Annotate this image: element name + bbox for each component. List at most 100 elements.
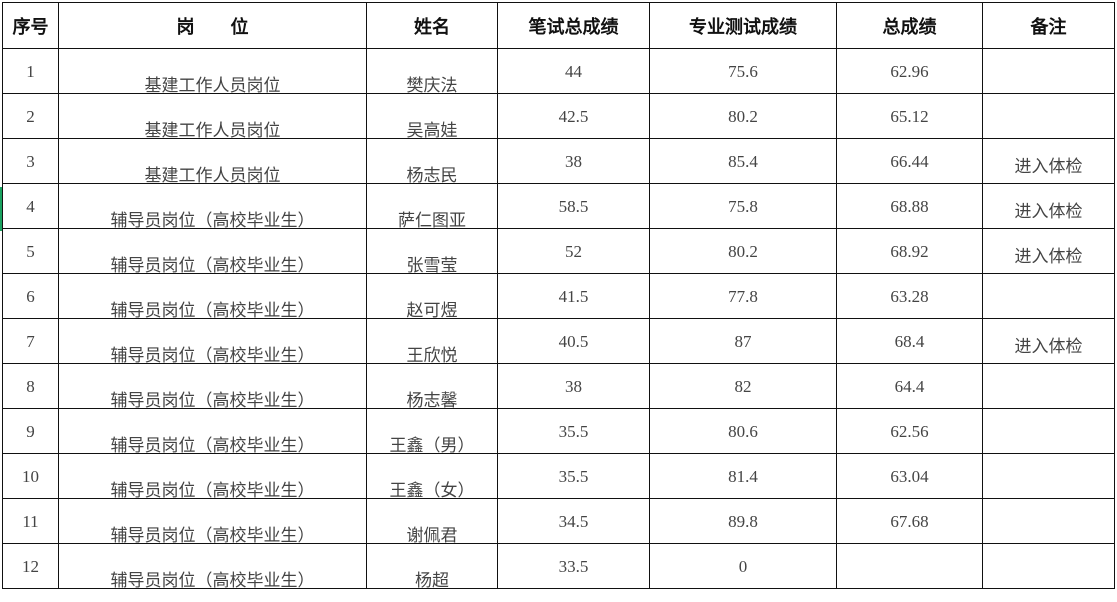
cell-note[interactable]	[982, 48, 1115, 94]
cell-total[interactable]	[836, 543, 983, 589]
header-total[interactable]: 总成绩	[836, 2, 983, 49]
cell-total[interactable]: 68.4	[836, 318, 983, 364]
cell-no[interactable]: 10	[2, 453, 59, 499]
cell-written[interactable]: 35.5	[497, 453, 650, 499]
cell-no[interactable]: 7	[2, 318, 59, 364]
cell-written[interactable]: 41.5	[497, 273, 650, 319]
cell-note[interactable]: 进入体检	[982, 138, 1115, 184]
cell-name[interactable]: 王鑫（男）	[366, 408, 498, 455]
cell-written[interactable]: 42.5	[497, 93, 650, 139]
cell-post[interactable]: 基建工作人员岗位	[58, 138, 367, 185]
cell-no[interactable]: 2	[2, 93, 59, 139]
cell-name[interactable]: 谢佩君	[366, 498, 498, 545]
cell-professional[interactable]: 75.8	[649, 183, 837, 229]
cell-name[interactable]: 杨超	[366, 543, 498, 590]
cell-note[interactable]: 进入体检	[982, 228, 1115, 274]
cell-post[interactable]: 辅导员岗位（高校毕业生）	[58, 363, 367, 410]
cell-note[interactable]	[982, 408, 1115, 454]
no-text: 6	[26, 287, 35, 306]
cell-post[interactable]: 辅导员岗位（高校毕业生）	[58, 408, 367, 455]
cell-written[interactable]: 35.5	[497, 408, 650, 454]
cell-post[interactable]: 辅导员岗位（高校毕业生）	[58, 318, 367, 365]
cell-no[interactable]: 8	[2, 363, 59, 409]
cell-post[interactable]: 辅导员岗位（高校毕业生）	[58, 183, 367, 230]
cell-total[interactable]: 62.56	[836, 408, 983, 454]
cell-no[interactable]: 12	[2, 543, 59, 589]
cell-note[interactable]: 进入体检	[982, 318, 1115, 364]
cell-name[interactable]: 樊庆法	[366, 48, 498, 95]
cell-no[interactable]: 5	[2, 228, 59, 274]
header-name[interactable]: 姓名	[366, 2, 498, 49]
table-row: 7 辅导员岗位（高校毕业生） 王欣悦 40.5 87 68.4 进入体检	[2, 318, 1115, 365]
cell-professional[interactable]: 81.4	[649, 453, 837, 499]
cell-post[interactable]: 基建工作人员岗位	[58, 93, 367, 140]
cell-professional[interactable]: 85.4	[649, 138, 837, 184]
cell-name[interactable]: 杨志馨	[366, 363, 498, 410]
cell-name[interactable]: 张雪莹	[366, 228, 498, 275]
cell-post[interactable]: 辅导员岗位（高校毕业生）	[58, 453, 367, 500]
cell-professional[interactable]: 80.2	[649, 228, 837, 274]
written-text: 38	[565, 377, 582, 396]
cell-total[interactable]: 63.04	[836, 453, 983, 499]
cell-note[interactable]: 进入体检	[982, 183, 1115, 229]
professional-text: 75.8	[728, 197, 758, 216]
cell-name[interactable]: 杨志民	[366, 138, 498, 185]
cell-name[interactable]: 王欣悦	[366, 318, 498, 365]
cell-written[interactable]: 58.5	[497, 183, 650, 229]
cell-total[interactable]: 65.12	[836, 93, 983, 139]
cell-name[interactable]: 吴高娃	[366, 93, 498, 140]
cell-written[interactable]: 34.5	[497, 498, 650, 544]
cell-total[interactable]: 67.68	[836, 498, 983, 544]
cell-post[interactable]: 辅导员岗位（高校毕业生）	[58, 273, 367, 320]
cell-note[interactable]	[982, 498, 1115, 544]
cell-written[interactable]: 40.5	[497, 318, 650, 364]
cell-name[interactable]: 赵可煜	[366, 273, 498, 320]
cell-written[interactable]: 52	[497, 228, 650, 274]
cell-total[interactable]: 68.88	[836, 183, 983, 229]
no-text: 8	[26, 377, 35, 396]
post-text: 辅导员岗位（高校毕业生）	[110, 256, 315, 275]
header-note[interactable]: 备注	[982, 2, 1115, 49]
cell-no[interactable]: 9	[2, 408, 59, 454]
cell-total[interactable]: 66.44	[836, 138, 983, 184]
header-no[interactable]: 序号	[2, 2, 59, 49]
cell-note[interactable]	[982, 453, 1115, 499]
cell-post[interactable]: 辅导员岗位（高校毕业生）	[58, 498, 367, 545]
cell-no[interactable]: 3	[2, 138, 59, 184]
cell-note[interactable]	[982, 273, 1115, 319]
table-row: 1 基建工作人员岗位 樊庆法 44 75.6 62.96	[2, 48, 1115, 95]
cell-name[interactable]: 王鑫（女）	[366, 453, 498, 500]
cell-written[interactable]: 44	[497, 48, 650, 94]
cell-total[interactable]: 68.92	[836, 228, 983, 274]
professional-text: 80.6	[728, 422, 758, 441]
cell-note[interactable]	[982, 93, 1115, 139]
header-written[interactable]: 笔试总成绩	[497, 2, 650, 49]
cell-no[interactable]: 11	[2, 498, 59, 544]
cell-professional[interactable]: 80.2	[649, 93, 837, 139]
cell-no[interactable]: 6	[2, 273, 59, 319]
cell-note[interactable]	[982, 363, 1115, 409]
cell-post[interactable]: 辅导员岗位（高校毕业生）	[58, 228, 367, 275]
cell-post[interactable]: 基建工作人员岗位	[58, 48, 367, 95]
cell-written[interactable]: 38	[497, 363, 650, 409]
cell-professional[interactable]: 77.8	[649, 273, 837, 319]
header-professional[interactable]: 专业测试成绩	[649, 2, 837, 49]
cell-post[interactable]: 辅导员岗位（高校毕业生）	[58, 543, 367, 590]
cell-professional[interactable]: 75.6	[649, 48, 837, 94]
cell-total[interactable]: 62.96	[836, 48, 983, 94]
cell-no[interactable]: 1	[2, 48, 59, 94]
cell-no[interactable]: 4	[2, 183, 59, 229]
cell-written[interactable]: 38	[497, 138, 650, 184]
cell-total[interactable]: 64.4	[836, 363, 983, 409]
cell-name[interactable]: 萨仁图亚	[366, 183, 498, 230]
professional-text: 89.8	[728, 512, 758, 531]
cell-total[interactable]: 63.28	[836, 273, 983, 319]
cell-professional[interactable]: 87	[649, 318, 837, 364]
cell-professional[interactable]: 82	[649, 363, 837, 409]
cell-professional[interactable]: 89.8	[649, 498, 837, 544]
cell-professional[interactable]: 0	[649, 543, 837, 589]
cell-professional[interactable]: 80.6	[649, 408, 837, 454]
cell-note[interactable]	[982, 543, 1115, 589]
header-post[interactable]: 岗 位	[58, 2, 367, 49]
cell-written[interactable]: 33.5	[497, 543, 650, 589]
